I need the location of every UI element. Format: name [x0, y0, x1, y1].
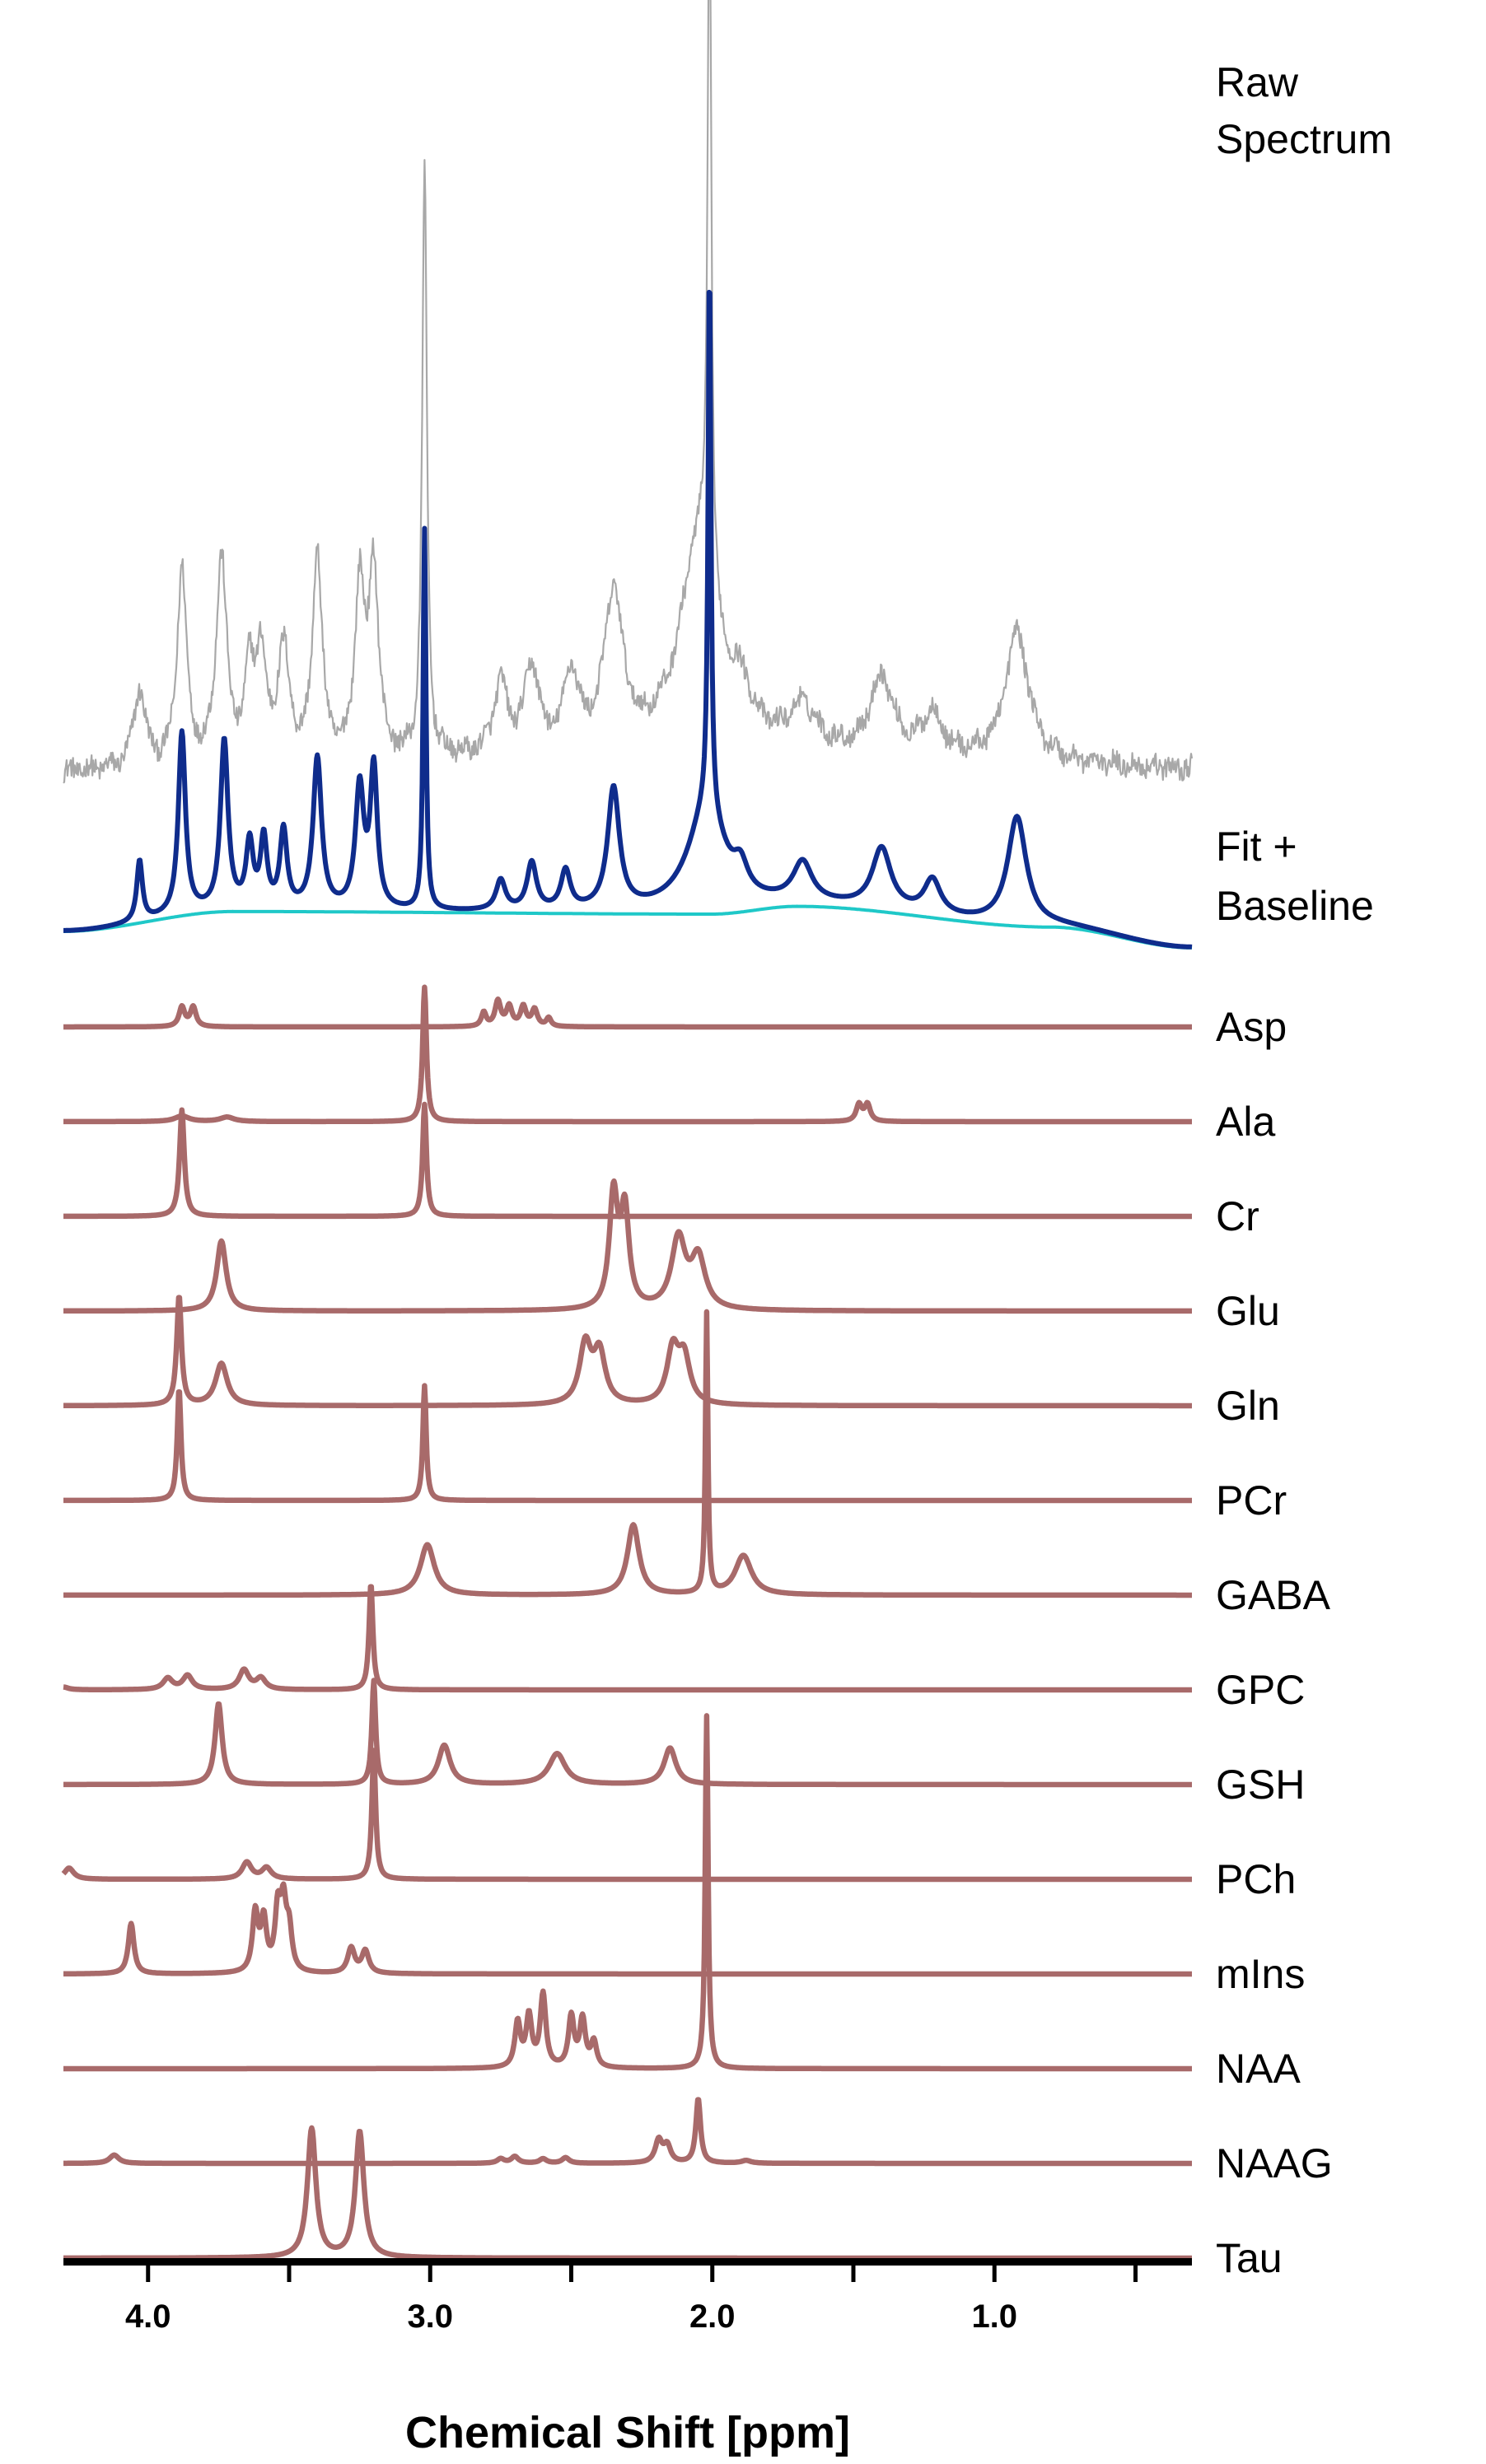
metabolite-label-gln: Gln — [1216, 1383, 1280, 1429]
metabolite-label-glu: Glu — [1216, 1288, 1280, 1334]
metabolite-trace-gsh — [61, 1678, 1194, 1788]
metabolite-label-mins: mIns — [1216, 1951, 1305, 1997]
metabolite-trace-pch — [61, 1748, 1194, 1883]
fit-baseline-label-line-1: Fit + — [1216, 824, 1297, 870]
metabolite-trace-tau — [61, 2125, 1194, 2261]
metabolite-trace-gpc — [61, 1584, 1194, 1693]
fit-baseline-label-line-2: Baseline — [1216, 883, 1374, 929]
metabolite-label-naag: NAAG — [1216, 2140, 1333, 2186]
x-axis-title: Chemical Shift [ppm] — [405, 2408, 850, 2457]
raw-spectrum-trace — [63, 0, 1194, 784]
metabolite-trace-glu — [61, 1178, 1194, 1314]
x-minor-tick — [1133, 2266, 1138, 2282]
metabolite-trace-pcr — [61, 1383, 1194, 1504]
metabolite-trace-naag — [61, 2097, 1194, 2167]
metabolite-trace-asp — [61, 996, 1194, 1030]
metabolite-trace-naa — [61, 1713, 1194, 2072]
x-tick-label: 2.0 — [689, 2298, 736, 2335]
metabolite-label-tau: Tau — [1216, 2235, 1283, 2281]
x-tick-label: 4.0 — [125, 2298, 171, 2335]
x-major-tick — [710, 2266, 715, 2282]
metabolite-label-gpc: GPC — [1216, 1667, 1305, 1713]
raw-spectrum-label-line-1: Raw — [1216, 59, 1299, 105]
x-minor-tick — [287, 2266, 292, 2282]
metabolite-label-gaba: GABA — [1216, 1572, 1331, 1618]
metabolite-label-pcr: PCr — [1216, 1477, 1287, 1524]
baseline-trace — [63, 904, 1193, 950]
x-tick-label: 3.0 — [407, 2298, 453, 2335]
metabolite-trace-mins — [61, 1881, 1194, 1977]
raw-spectrum-label-line-2: Spectrum — [1216, 116, 1392, 162]
x-major-tick — [146, 2266, 151, 2282]
metabolite-trace-gaba — [61, 1309, 1194, 1598]
metabolite-label-naa: NAA — [1216, 2046, 1301, 2092]
x-major-tick — [992, 2266, 997, 2282]
x-axis-line — [63, 2258, 1192, 2266]
metabolite-label-ala: Ala — [1216, 1099, 1275, 1145]
x-tick-label: 1.0 — [971, 2298, 1017, 2335]
metabolite-trace-ala — [61, 984, 1194, 1125]
metabolite-trace-gln — [61, 1295, 1194, 1409]
x-minor-tick — [569, 2266, 573, 2282]
traces-group — [61, 0, 1194, 2261]
fit-trace — [62, 289, 1194, 950]
metabolite-label-gsh: GSH — [1216, 1762, 1305, 1808]
x-minor-tick — [851, 2266, 856, 2282]
x-axis: 4.0 3.0 2.0 1.0 — [63, 2258, 1192, 2335]
metabolite-label-cr: Cr — [1216, 1193, 1259, 1239]
trace-labels-group: Raw Spectrum Fit + Baseline Asp Ala Cr Glu G… — [1216, 59, 1392, 2281]
metabolite-label-asp: Asp — [1216, 1004, 1287, 1050]
x-major-tick — [428, 2266, 432, 2282]
metabolite-label-pch: PCh — [1216, 1856, 1296, 1902]
